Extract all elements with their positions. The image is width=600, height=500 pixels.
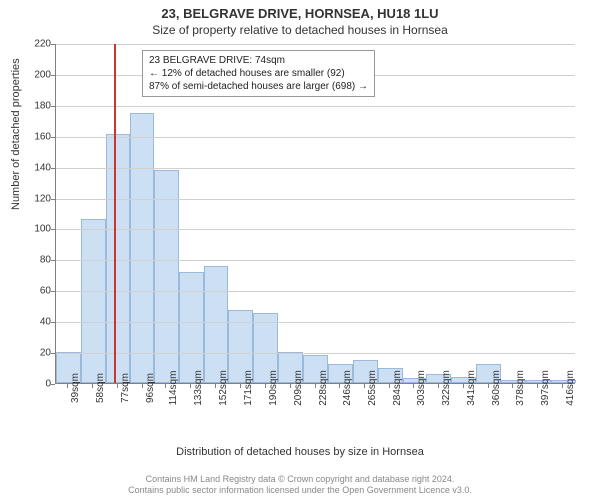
x-tick-mark <box>438 384 439 388</box>
x-tick-label: 96sqm <box>145 373 156 403</box>
gridline <box>56 137 575 138</box>
x-tick-label: 152sqm <box>218 370 229 406</box>
y-tick-label: 220 <box>34 39 51 50</box>
annotation-box: 23 BELGRAVE DRIVE: 74sqm ← 12% of detach… <box>142 50 375 97</box>
y-axis-label: Number of detached properties <box>10 58 22 210</box>
x-tick-mark <box>537 384 538 388</box>
x-tick-mark <box>463 384 464 388</box>
gridline <box>56 106 575 107</box>
x-tick-mark <box>215 384 216 388</box>
histogram-bar <box>179 272 204 383</box>
x-tick-mark <box>488 384 489 388</box>
x-axis-label: Distribution of detached houses by size … <box>0 446 600 458</box>
y-tick-label: 40 <box>40 317 51 328</box>
x-tick-label: 190sqm <box>268 370 279 406</box>
y-tick-mark <box>51 322 55 323</box>
y-tick-label: 60 <box>40 286 51 297</box>
x-tick-mark <box>117 384 118 388</box>
y-tick-mark <box>51 75 55 76</box>
page-title: 23, BELGRAVE DRIVE, HORNSEA, HU18 1LU <box>0 0 600 21</box>
x-tick-label: 171sqm <box>243 370 254 406</box>
gridline <box>56 353 575 354</box>
x-tick-mark <box>67 384 68 388</box>
x-tick-label: 39sqm <box>70 373 81 403</box>
x-tick-label: 322sqm <box>441 370 452 406</box>
x-tick-mark <box>190 384 191 388</box>
gridline <box>56 322 575 323</box>
gridline <box>56 260 575 261</box>
gridline <box>56 44 575 45</box>
y-tick-mark <box>51 137 55 138</box>
x-tick-mark <box>364 384 365 388</box>
y-tick-mark <box>51 106 55 107</box>
x-tick-label: 284sqm <box>392 370 403 406</box>
x-tick-label: 246sqm <box>342 370 353 406</box>
x-tick-label: 133sqm <box>193 370 204 406</box>
y-tick-label: 160 <box>34 131 51 142</box>
y-tick-mark <box>51 260 55 261</box>
y-tick-mark <box>51 199 55 200</box>
annotation-line3: 87% of semi-detached houses are larger (… <box>149 80 368 93</box>
x-tick-label: 378sqm <box>515 370 526 406</box>
x-tick-mark <box>142 384 143 388</box>
x-tick-mark <box>389 384 390 388</box>
y-tick-label: 140 <box>34 162 51 173</box>
y-tick-label: 120 <box>34 193 51 204</box>
x-tick-label: 77sqm <box>120 373 131 403</box>
x-tick-mark <box>165 384 166 388</box>
footer-line2: Contains public sector information licen… <box>0 485 600 497</box>
x-tick-label: 341sqm <box>466 370 477 406</box>
x-tick-label: 209sqm <box>293 370 304 406</box>
page-subtitle: Size of property relative to detached ho… <box>0 21 600 37</box>
x-tick-label: 360sqm <box>491 370 502 406</box>
footer-line1: Contains HM Land Registry data © Crown c… <box>0 474 600 486</box>
y-tick-label: 80 <box>40 255 51 266</box>
annotation-line1: 23 BELGRAVE DRIVE: 74sqm <box>149 54 368 67</box>
reference-line <box>114 44 116 383</box>
plot-area: 23 BELGRAVE DRIVE: 74sqm ← 12% of detach… <box>55 44 575 384</box>
gridline <box>56 199 575 200</box>
y-tick-mark <box>51 229 55 230</box>
x-tick-label: 58sqm <box>95 373 106 403</box>
x-tick-label: 114sqm <box>168 371 179 406</box>
x-tick-mark <box>562 384 563 388</box>
x-tick-mark <box>339 384 340 388</box>
y-tick-label: 200 <box>34 69 51 80</box>
y-tick-label: 20 <box>40 348 51 359</box>
x-tick-mark <box>315 384 316 388</box>
x-tick-mark <box>240 384 241 388</box>
x-tick-mark <box>512 384 513 388</box>
y-tick-label: 0 <box>45 379 51 390</box>
gridline <box>56 229 575 230</box>
x-tick-label: 397sqm <box>540 370 551 406</box>
y-tick-mark <box>51 44 55 45</box>
annotation-line2: ← 12% of detached houses are smaller (92… <box>149 67 368 80</box>
gridline <box>56 291 575 292</box>
histogram-bar <box>130 113 155 383</box>
y-tick-label: 180 <box>34 100 51 111</box>
x-tick-label: 228sqm <box>318 370 329 406</box>
histogram-chart: 23 BELGRAVE DRIVE: 74sqm ← 12% of detach… <box>55 44 575 420</box>
y-tick-mark <box>51 291 55 292</box>
x-tick-mark <box>413 384 414 388</box>
y-tick-label: 100 <box>34 224 51 235</box>
histogram-bar <box>154 170 179 383</box>
y-tick-mark <box>51 384 55 385</box>
x-tick-label: 416sqm <box>565 370 576 406</box>
x-tick-label: 303sqm <box>416 370 427 406</box>
histogram-bar <box>81 219 106 383</box>
x-tick-mark <box>290 384 291 388</box>
histogram-bar <box>106 134 130 383</box>
x-tick-label: 265sqm <box>367 370 378 406</box>
footer-attribution: Contains HM Land Registry data © Crown c… <box>0 474 600 497</box>
y-tick-mark <box>51 353 55 354</box>
x-tick-mark <box>92 384 93 388</box>
gridline <box>56 168 575 169</box>
x-tick-mark <box>265 384 266 388</box>
y-tick-mark <box>51 168 55 169</box>
histogram-bar <box>204 266 228 383</box>
